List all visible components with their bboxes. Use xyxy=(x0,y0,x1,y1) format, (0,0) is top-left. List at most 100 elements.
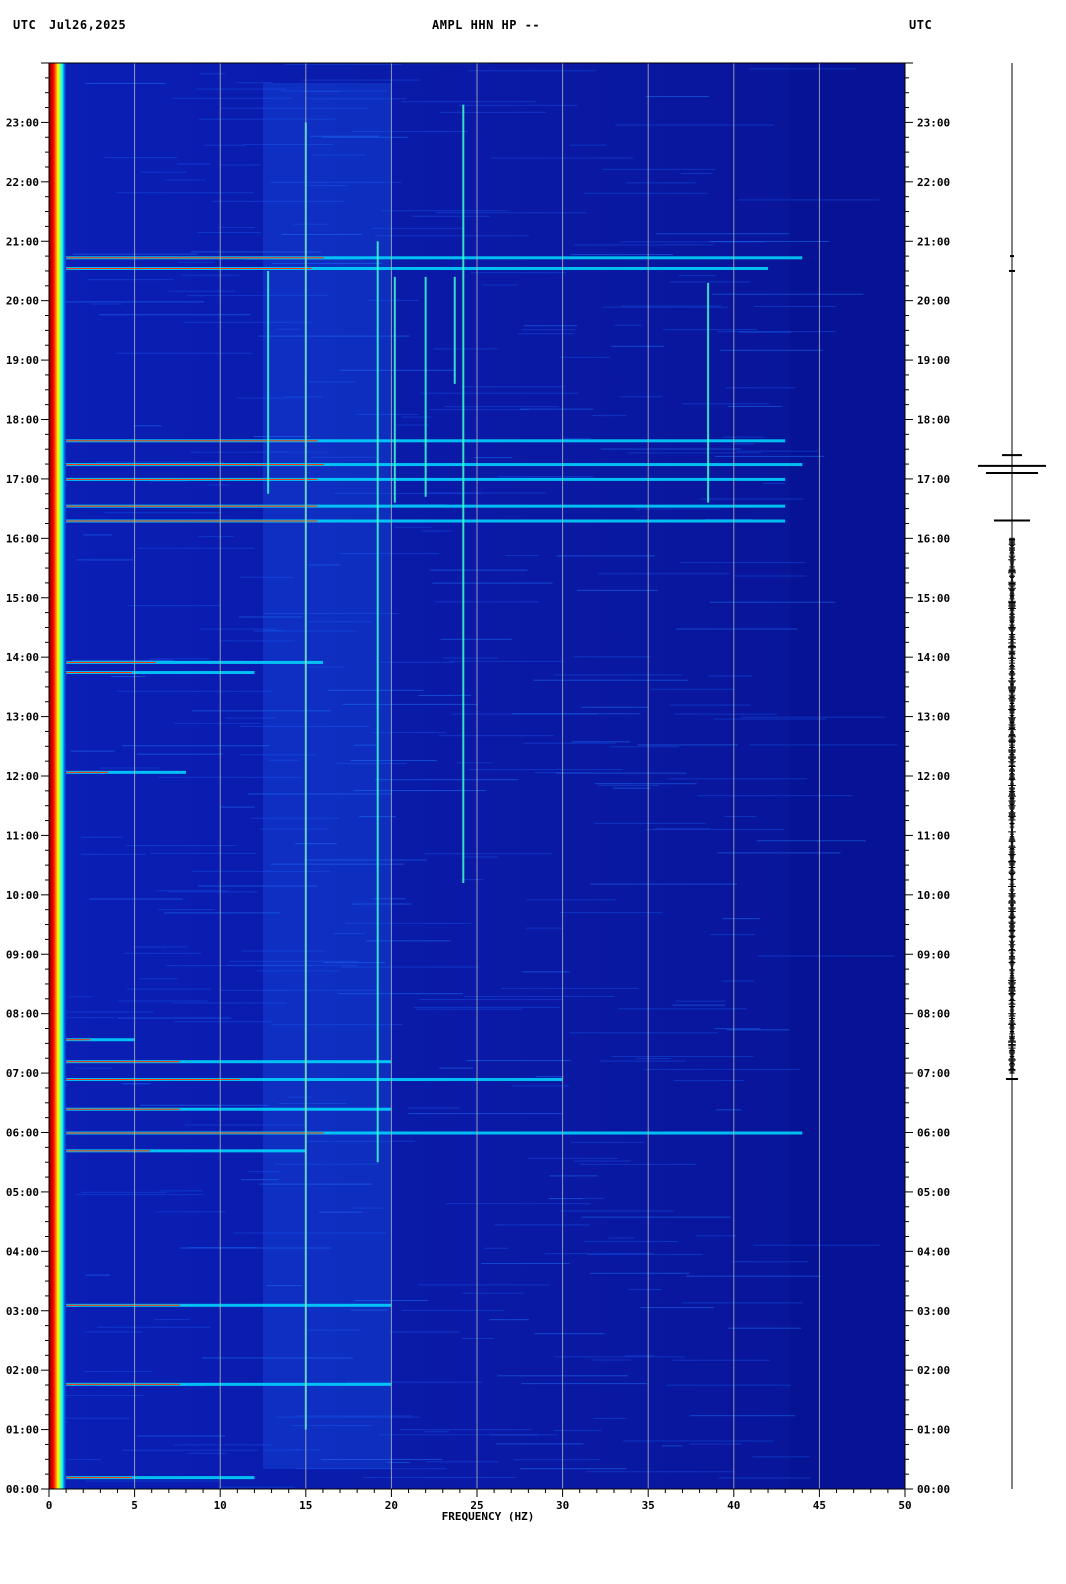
noise-streak xyxy=(470,272,567,274)
noise-streak xyxy=(352,130,468,132)
noise-streak xyxy=(534,1333,605,1335)
noise-streak xyxy=(90,303,122,305)
noise-streak xyxy=(239,576,294,578)
noise-streak xyxy=(524,325,577,327)
noise-streak xyxy=(637,744,738,746)
noise-streak xyxy=(674,713,777,715)
noise-streak xyxy=(619,241,765,243)
noise-streak xyxy=(217,1486,296,1488)
noise-streak xyxy=(284,63,404,65)
y-tick-label-right: 13:00 xyxy=(917,711,950,724)
y-tick-label-left: 03:00 xyxy=(6,1305,39,1318)
horizontal-event-core xyxy=(66,520,318,522)
y-tick-label-left: 05:00 xyxy=(6,1186,39,1199)
y-tick-label-left: 18:00 xyxy=(6,414,39,427)
noise-streak xyxy=(274,1163,379,1165)
noise-streak xyxy=(350,1309,388,1311)
noise-streak xyxy=(258,335,410,337)
noise-streak xyxy=(624,1355,655,1357)
noise-streak xyxy=(394,526,432,528)
horizontal-event-core xyxy=(66,771,109,773)
y-tick-label-left: 02:00 xyxy=(6,1364,39,1377)
noise-streak xyxy=(184,1124,306,1126)
noise-streak xyxy=(177,163,211,165)
noise-streak xyxy=(553,1430,602,1432)
noise-streak xyxy=(302,79,420,81)
noise-streak xyxy=(122,1449,258,1451)
noise-streak xyxy=(207,484,229,486)
noise-streak xyxy=(408,1113,562,1115)
noise-streak xyxy=(523,742,616,744)
noise-streak xyxy=(468,769,623,771)
noise-streak xyxy=(435,212,587,214)
y-tick-label-left: 22:00 xyxy=(6,176,39,189)
noise-streak xyxy=(236,397,309,399)
y-tick-label-right: 14:00 xyxy=(917,651,950,664)
noise-streak xyxy=(372,732,446,734)
noise-streak xyxy=(322,136,408,138)
noise-streak xyxy=(310,135,379,137)
noise-streak xyxy=(721,436,765,438)
noise-streak xyxy=(301,90,343,92)
noise-streak xyxy=(560,1210,674,1212)
noise-streak xyxy=(294,1449,321,1451)
noise-streak xyxy=(199,628,278,630)
horizontal-event xyxy=(66,770,186,774)
noise-streak xyxy=(591,1359,632,1361)
x-tick-label: 30 xyxy=(556,1499,569,1512)
noise-streak xyxy=(172,97,292,99)
horizontal-event xyxy=(66,1382,392,1386)
noise-streak xyxy=(247,1171,281,1173)
noise-streak xyxy=(173,1444,274,1446)
y-tick-label-left: 15:00 xyxy=(6,592,39,605)
horizontal-event-core xyxy=(66,1383,180,1385)
noise-texture xyxy=(65,63,898,1488)
noise-streak xyxy=(433,348,498,350)
noise-streak xyxy=(89,898,183,900)
noise-streak xyxy=(312,154,366,156)
noise-streak xyxy=(699,498,804,500)
y-tick-label-left: 19:00 xyxy=(6,354,39,367)
noise-streak xyxy=(650,688,735,690)
y-tick-label-right: 10:00 xyxy=(917,889,950,902)
x-tick-label: 5 xyxy=(131,1499,138,1512)
noise-streak xyxy=(448,694,471,696)
noise-streak xyxy=(561,437,591,439)
noise-streak xyxy=(555,772,687,774)
noise-streak xyxy=(69,996,92,998)
noise-streak xyxy=(204,144,246,146)
noise-streak xyxy=(421,530,453,532)
noise-streak xyxy=(581,706,649,708)
noise-streak xyxy=(321,1458,443,1460)
noise-streak xyxy=(372,898,406,900)
noise-streak xyxy=(116,352,253,354)
noise-streak xyxy=(583,192,708,194)
y-tick-label-left: 01:00 xyxy=(6,1424,39,1437)
noise-streak xyxy=(335,762,407,764)
noise-streak xyxy=(394,503,447,505)
horizontal-event-core xyxy=(66,1079,240,1081)
y-tick-label-left: 11:00 xyxy=(6,829,39,842)
noise-streak xyxy=(139,978,178,980)
noise-streak xyxy=(589,1272,690,1274)
noise-streak xyxy=(136,753,223,755)
noise-streak xyxy=(528,1157,619,1159)
noise-streak xyxy=(75,1194,204,1196)
noise-streak xyxy=(74,1067,113,1069)
y-tick-label-right: 07:00 xyxy=(917,1067,950,1080)
noise-streak xyxy=(668,704,751,706)
noise-streak xyxy=(666,1384,791,1386)
noise-streak xyxy=(581,1216,731,1218)
noise-streak xyxy=(689,1415,796,1417)
noise-streak xyxy=(351,903,412,905)
noise-streak xyxy=(676,628,798,630)
noise-streak xyxy=(70,750,115,752)
noise-streak xyxy=(680,562,805,564)
noise-streak xyxy=(618,1008,747,1010)
noise-streak xyxy=(726,1029,790,1031)
noise-streak xyxy=(689,1443,742,1445)
noise-streak xyxy=(640,1307,714,1309)
y-tick-label-right: 09:00 xyxy=(917,948,950,961)
noise-streak xyxy=(602,168,716,170)
horizontal-event-core xyxy=(66,440,318,442)
